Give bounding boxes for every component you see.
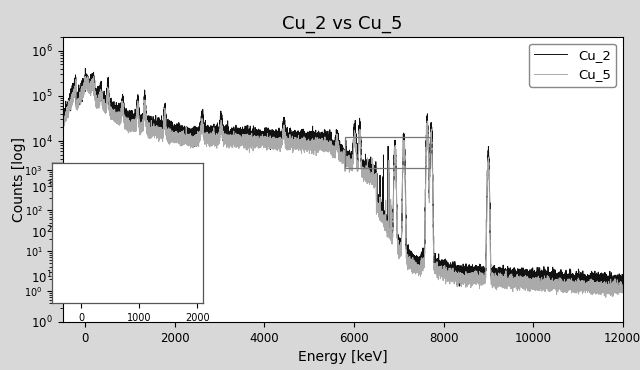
Bar: [345, 138, 430, 168]
Legend: Cu_2, Cu_5: Cu_2, Cu_5: [529, 44, 616, 87]
Cu_2: [396, 241, 404, 246]
Cu_2: [619, 283, 627, 287]
Cu_2: [81, 66, 89, 71]
Cu_5: [349, 154, 356, 158]
Cu_5: [602, 295, 610, 300]
Line: Cu_2: Cu_2: [63, 68, 623, 292]
Line: Cu_5: Cu_5: [63, 77, 623, 297]
Cu_2: [596, 290, 604, 295]
Cu_2: [214, 133, 221, 137]
Cu_5: [59, 126, 67, 130]
Cu_5: [396, 255, 404, 259]
Cu_5: [202, 132, 209, 137]
Title: Cu_2 vs Cu_5: Cu_2 vs Cu_5: [282, 15, 403, 33]
Cu_5: [619, 286, 627, 290]
Cu_2: [202, 122, 209, 127]
Cu_2: [240, 132, 248, 136]
Cu_2: [561, 279, 569, 283]
X-axis label: Energy [keV]: Energy [keV]: [298, 350, 388, 364]
Cu_5: [240, 139, 248, 143]
Cu_5: [214, 139, 221, 144]
Y-axis label: Counts [log]: Counts [log]: [12, 137, 26, 222]
Cu_2: [349, 152, 356, 156]
Cu_5: [561, 285, 569, 289]
Cu_2: [59, 120, 67, 125]
Cu_5: [81, 74, 89, 79]
